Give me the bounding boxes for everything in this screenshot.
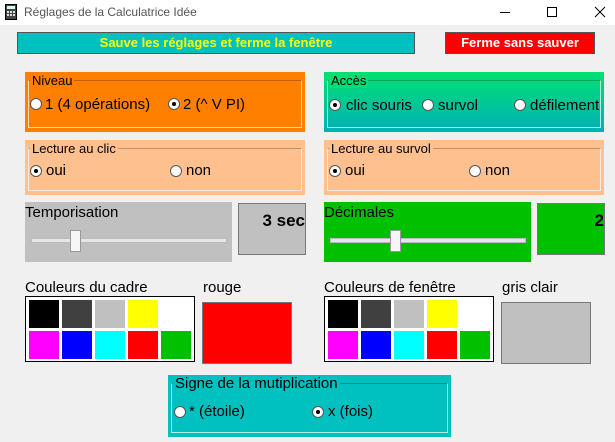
palette-title: Couleurs du cadre	[25, 279, 148, 296]
swatch[interactable]	[128, 300, 158, 328]
swatch[interactable]	[394, 300, 424, 328]
swatch[interactable]	[361, 331, 391, 359]
save-button[interactable]: Sauve les réglages et ferme la fenêtre	[17, 32, 415, 54]
swatch[interactable]	[427, 331, 457, 359]
radio-label[interactable]: * (étoile)	[189, 403, 245, 420]
multiplication-group: Signe de la mutiplication * (étoile) x (…	[168, 375, 451, 437]
swatch[interactable]	[62, 331, 92, 359]
slider-track[interactable]	[31, 238, 227, 243]
panel-title: Décimales	[324, 204, 395, 221]
lecture-survol-group: Lecture au survol oui non	[324, 140, 604, 195]
radio[interactable]	[329, 165, 341, 177]
radio-label[interactable]: oui	[345, 162, 366, 179]
temporisation-panel: Temporisation	[25, 202, 232, 262]
radio-label[interactable]: 1 (4 opérations)	[45, 96, 151, 113]
panel-title: Temporisation	[25, 204, 119, 221]
swatch[interactable]	[62, 300, 92, 328]
selected-color	[202, 302, 292, 364]
cancel-button[interactable]: Ferme sans sauver	[445, 32, 595, 54]
group-title: Lecture au survol	[329, 141, 433, 156]
slider-thumb[interactable]	[390, 230, 401, 252]
swatch[interactable]	[161, 331, 191, 359]
radio-label[interactable]: 2 (^ V PI)	[183, 96, 246, 113]
radio[interactable]	[170, 165, 182, 177]
swatch[interactable]	[394, 331, 424, 359]
radio[interactable]	[329, 99, 341, 111]
swatch[interactable]	[460, 331, 490, 359]
swatch[interactable]	[361, 300, 391, 328]
app-icon	[5, 4, 17, 20]
swatch[interactable]	[29, 331, 59, 359]
swatch[interactable]	[95, 300, 125, 328]
selected-color-name: rouge	[203, 279, 242, 296]
palette-title: Couleurs de fenêtre	[324, 279, 456, 296]
swatch[interactable]	[95, 331, 125, 359]
swatch[interactable]	[128, 331, 158, 359]
group-title: Signe de la mutiplication	[173, 375, 340, 392]
selected-color-name: gris clair	[502, 279, 558, 296]
radio[interactable]	[174, 406, 186, 418]
group-title: Accès	[329, 73, 369, 88]
radio-label[interactable]: oui	[46, 162, 67, 179]
color-palette	[25, 296, 195, 362]
swatch[interactable]	[161, 300, 191, 328]
window-controls[interactable]	[485, 0, 615, 25]
radio[interactable]	[514, 99, 526, 111]
swatch[interactable]	[29, 300, 59, 328]
radio-label[interactable]: survol	[438, 97, 479, 114]
swatch[interactable]	[427, 300, 457, 328]
niveau-group: Niveau 1 (4 opérations) 2 (^ V PI)	[25, 72, 305, 132]
lecture-clic-group: Lecture au clic oui non	[25, 140, 305, 195]
radio[interactable]	[469, 165, 481, 177]
radio[interactable]	[312, 406, 324, 418]
radio-label[interactable]: non	[485, 162, 511, 179]
decimales-panel: Décimales	[324, 202, 531, 262]
radio-label[interactable]: non	[186, 162, 212, 179]
group-title: Lecture au clic	[30, 141, 118, 156]
slider-track[interactable]	[330, 238, 526, 243]
window-title: Réglages de la Calculatrice Idée	[24, 5, 197, 19]
decimales-value: 2	[537, 203, 605, 255]
swatch[interactable]	[328, 300, 358, 328]
radio-label[interactable]: défilement	[530, 97, 600, 114]
color-palette	[324, 296, 494, 362]
selected-color	[501, 302, 591, 364]
title-bar: Réglages de la Calculatrice Idée	[0, 0, 615, 25]
radio-label[interactable]: clic souris	[346, 97, 412, 114]
slider-thumb[interactable]	[70, 230, 81, 252]
radio-label[interactable]: x (fois)	[328, 403, 373, 420]
radio[interactable]	[168, 98, 180, 110]
group-title: Niveau	[30, 73, 75, 88]
temporisation-value: 3 sec	[238, 203, 306, 255]
swatch[interactable]	[460, 300, 490, 328]
swatch[interactable]	[328, 331, 358, 359]
acces-group: Accès clic souris survol défilement	[324, 72, 604, 132]
radio[interactable]	[422, 99, 434, 111]
radio[interactable]	[30, 98, 42, 110]
radio[interactable]	[30, 165, 42, 177]
